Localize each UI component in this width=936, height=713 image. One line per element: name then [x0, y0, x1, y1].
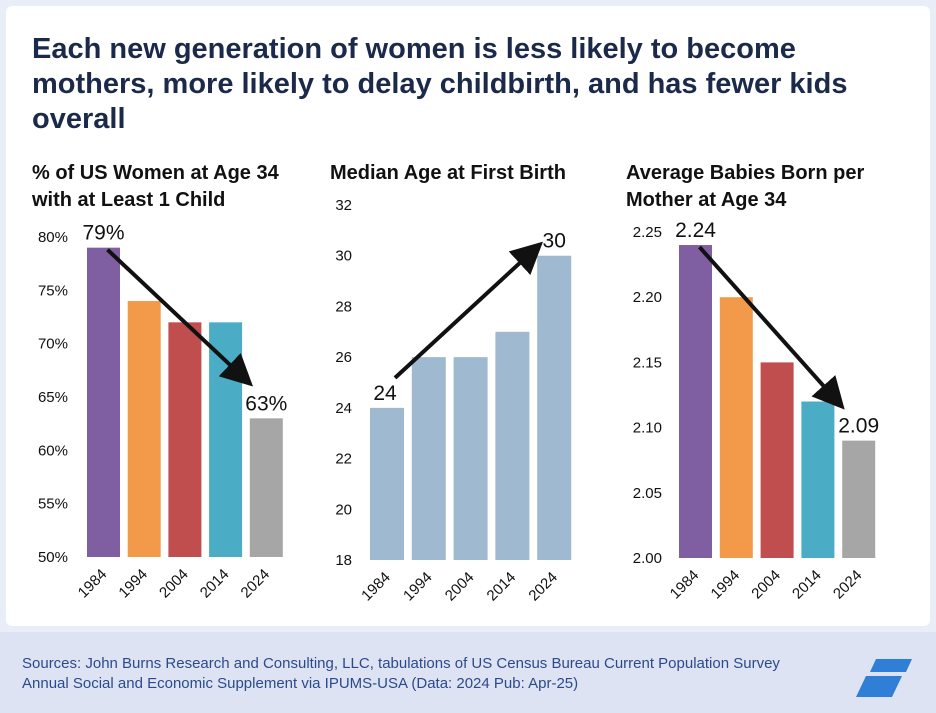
chart2-bar-2024	[537, 255, 572, 560]
chart1-bar-2014	[209, 322, 243, 557]
chart2-title-line1: Median Age at First Birth	[330, 162, 566, 184]
chart1-xtick-1994: 1994	[115, 566, 151, 602]
chart3-data-label-2024: 2.09	[838, 415, 879, 438]
chart2-ytick: 32	[335, 197, 352, 214]
chart2-ytick: 26	[335, 349, 352, 366]
chart1-ytick: 75%	[38, 282, 68, 299]
chart2-ytick: 18	[335, 552, 352, 569]
chart2-xtick-1984: 1984	[358, 569, 394, 605]
chart2-ytick: 20	[335, 501, 352, 518]
chart3-ytick: 2.25	[633, 224, 662, 241]
chart3-ytick: 2.20	[633, 289, 662, 306]
headline: Each new generation of women is less lik…	[32, 33, 848, 135]
chart3-xtick-2014: 2014	[789, 567, 825, 603]
logo-bottom-shape	[856, 676, 902, 697]
chart2-bar-2004	[453, 357, 488, 560]
chart2-xtick-2014: 2014	[484, 569, 520, 605]
chart2-bar-2014	[495, 331, 530, 560]
chart3-ytick: 2.05	[633, 485, 662, 502]
chart3-title: Average Babies Born per Mother at Age 34	[626, 160, 864, 214]
chart1-title-line2: with at Least 1 Child	[32, 189, 226, 211]
chart3-ytick: 2.10	[633, 420, 662, 437]
chart3-bar-2024	[842, 440, 876, 558]
chart1-trend-arrow	[106, 248, 254, 387]
chart1-data-label-2024: 63%	[245, 392, 287, 415]
chart1-xtick-2014: 2014	[197, 566, 233, 602]
chart1-ytick: 60%	[38, 442, 68, 459]
brand-logo-icon	[856, 659, 912, 697]
chart3-title-line1: Average Babies Born per	[626, 162, 865, 184]
chart2-xtick-1994: 1994	[400, 569, 436, 605]
footer: Sources: John Burns Research and Consult…	[0, 632, 936, 713]
chart3-ytick: 2.15	[633, 354, 662, 371]
chart1-ytick: 70%	[38, 336, 68, 353]
chart2-xtick-2004: 2004	[442, 569, 478, 605]
logo-top-shape	[870, 659, 912, 672]
chart1-ytick: 65%	[38, 389, 68, 406]
chart3-xtick-2024: 2024	[830, 567, 866, 603]
chart2-title: Median Age at First Birth	[330, 160, 566, 187]
chart2-ytick: 30	[335, 248, 352, 265]
chart1-xtick-1984: 1984	[75, 566, 111, 602]
chart1-title-line1: % of US Women at Age 34	[32, 162, 279, 184]
chart1-bar-2004	[168, 322, 202, 557]
chart3-title-line2: Mother at Age 34	[626, 189, 787, 211]
chart1-xtick-2024: 2024	[238, 566, 274, 602]
charts-canvas: 50%55%60%65%70%75%80%1984 1994 2004 2014 202…	[38, 197, 879, 605]
source-text: Sources: John Burns Research and Consult…	[22, 655, 780, 692]
chart1-data-label-1984: 79%	[82, 222, 124, 245]
chart3-xtick-1994: 1994	[708, 567, 744, 603]
chart3-xtick-2004: 2004	[748, 567, 784, 603]
chart1-ytick: 50%	[38, 549, 68, 566]
chart2-ytick: 28	[335, 298, 352, 315]
chart3-bar-1994	[719, 297, 753, 558]
chart3-bar-2014	[801, 401, 835, 558]
chart1-bar-2024	[249, 418, 283, 557]
chart1-bar-1984	[87, 247, 120, 557]
chart2-trend-arrow	[393, 241, 544, 380]
chart3-bar-1984	[679, 245, 712, 559]
chart1-ytick: 55%	[38, 496, 68, 513]
chart2-bar-1984	[370, 407, 404, 560]
chart1-ytick: 80%	[38, 229, 68, 246]
chart2-data-label-1984: 24	[373, 382, 397, 405]
chart1-title: % of US Women at Age 34 with at Least 1 …	[32, 160, 279, 214]
chart2-bar-1994	[411, 357, 446, 560]
chart3-bar-2004	[760, 362, 794, 558]
chart2-ytick: 22	[335, 451, 352, 468]
chart3-xtick-1984: 1984	[667, 567, 703, 603]
chart2-ytick: 24	[335, 400, 352, 417]
chart2-data-label-2024: 30	[543, 230, 566, 253]
chart3-ytick: 2.00	[633, 550, 662, 567]
chart1-bar-1994	[127, 301, 161, 557]
chart2-xtick-2024: 2024	[525, 569, 561, 605]
chart3-trend-arrow	[698, 245, 845, 410]
chart3-data-label-1984: 2.24	[675, 219, 716, 242]
chart1-xtick-2004: 2004	[156, 566, 192, 602]
